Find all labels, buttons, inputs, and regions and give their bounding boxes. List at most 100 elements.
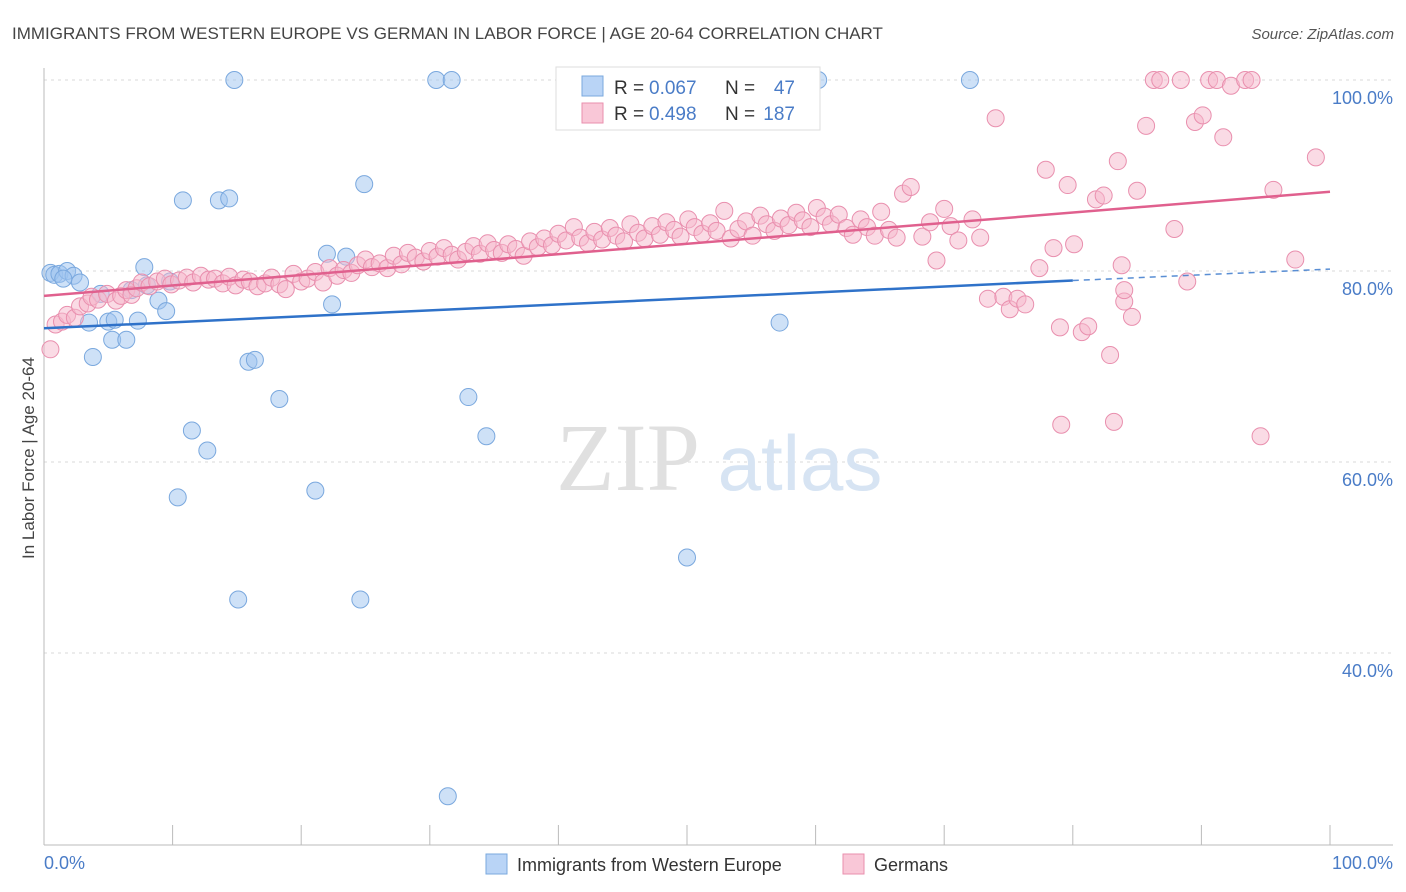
point-series-1-148 bbox=[1108, 152, 1127, 171]
point-series-1-151 bbox=[1137, 116, 1156, 135]
point-series-0-5 bbox=[71, 273, 90, 292]
point-series-0-19 bbox=[427, 71, 446, 89]
legend-r-label-2: R = bbox=[614, 104, 644, 125]
point-series-0-14 bbox=[128, 311, 147, 330]
watermark: ZIP atlas bbox=[556, 404, 882, 511]
point-series-1-128 bbox=[949, 231, 968, 250]
point-series-1-126 bbox=[935, 199, 954, 218]
point-series-0-43 bbox=[770, 313, 789, 332]
trend-line-series-1 bbox=[43, 190, 1331, 298]
trend-line-extension-series-0 bbox=[1072, 268, 1331, 282]
point-series-1-166 bbox=[1286, 250, 1305, 269]
point-series-1-0 bbox=[41, 340, 60, 359]
point-series-0-36 bbox=[477, 427, 496, 446]
point-series-1-168 bbox=[1052, 415, 1071, 434]
bottom-legend-swatch-germans bbox=[842, 853, 865, 875]
y-tick-labels: 100.0% 80.0% 60.0% 40.0% bbox=[1332, 88, 1393, 681]
legend-r-label-1: R = bbox=[614, 78, 644, 99]
point-series-0-29 bbox=[323, 295, 342, 314]
point-series-1-132 bbox=[986, 109, 1005, 128]
point-series-1-144 bbox=[1079, 317, 1098, 336]
legend-swatch-western-europe bbox=[581, 75, 604, 97]
point-series-1-138 bbox=[1036, 160, 1055, 179]
x-tick-min: 0.0% bbox=[44, 853, 85, 873]
point-series-1-141 bbox=[1058, 176, 1077, 195]
point-series-1-154 bbox=[1165, 219, 1184, 238]
point-series-1-167 bbox=[1306, 148, 1325, 167]
legend-r-value-1: 0.067 bbox=[649, 78, 697, 99]
point-series-0-20 bbox=[442, 71, 461, 89]
point-series-1-136 bbox=[1016, 295, 1035, 314]
point-series-1-165 bbox=[1264, 180, 1283, 199]
point-series-1-153 bbox=[1151, 71, 1170, 89]
point-series-0-33 bbox=[459, 388, 478, 407]
point-series-1-171 bbox=[1115, 281, 1134, 300]
point-series-0-23 bbox=[173, 191, 192, 210]
point-series-1-130 bbox=[971, 228, 990, 247]
watermark-zip: ZIP bbox=[556, 404, 700, 511]
point-series-1-137 bbox=[1030, 259, 1049, 278]
point-series-0-39 bbox=[678, 548, 696, 567]
point-series-1-140 bbox=[1050, 318, 1069, 337]
point-series-0-17 bbox=[83, 347, 102, 366]
point-series-1-96 bbox=[715, 201, 734, 220]
point-series-0-40 bbox=[229, 590, 248, 609]
point-series-0-42 bbox=[438, 787, 457, 806]
point-series-1-142 bbox=[1065, 235, 1084, 254]
point-series-1-156 bbox=[1178, 272, 1197, 291]
y-tick-label-2: 60.0% bbox=[1342, 470, 1393, 490]
trend-line-series-0 bbox=[43, 279, 1073, 330]
point-series-1-95 bbox=[707, 221, 726, 240]
point-series-0-10 bbox=[157, 302, 176, 321]
point-series-0-34 bbox=[182, 421, 201, 440]
point-series-0-6 bbox=[54, 269, 73, 288]
watermark-atlas: atlas bbox=[718, 419, 883, 507]
chart-title: IMMIGRANTS FROM WESTERN EUROPE VS GERMAN… bbox=[12, 24, 883, 43]
point-series-0-41 bbox=[351, 590, 370, 609]
y-tick-label-3: 40.0% bbox=[1342, 661, 1393, 681]
point-series-1-118 bbox=[872, 202, 891, 221]
point-series-1-158 bbox=[1193, 106, 1212, 125]
point-series-1-120 bbox=[887, 228, 906, 247]
legend-n-label-1: N = bbox=[725, 78, 755, 99]
point-series-0-8 bbox=[135, 258, 154, 277]
point-series-0-26 bbox=[355, 175, 374, 194]
point-series-0-22 bbox=[960, 71, 979, 89]
bottom-legend-label-germans: Germans bbox=[874, 855, 948, 875]
point-series-1-169 bbox=[1104, 412, 1123, 431]
chart-source: Source: ZipAtlas.com bbox=[1251, 26, 1394, 43]
point-series-0-18 bbox=[225, 71, 244, 89]
x-tick-max: 100.0% bbox=[1332, 853, 1393, 873]
legend-swatch-germans bbox=[581, 102, 604, 124]
point-series-1-155 bbox=[1171, 71, 1190, 89]
point-series-1-161 bbox=[1214, 128, 1233, 147]
point-series-0-16 bbox=[117, 330, 136, 349]
y-tick-label-1: 80.0% bbox=[1342, 279, 1393, 299]
point-series-1-139 bbox=[1044, 239, 1063, 258]
legend-n-value-1: 47 bbox=[774, 78, 795, 99]
point-series-1-108 bbox=[801, 218, 820, 237]
point-series-0-31 bbox=[245, 350, 264, 369]
point-series-0-35 bbox=[198, 441, 217, 460]
legend-r-value-2: 0.498 bbox=[649, 104, 697, 125]
point-series-1-170 bbox=[1251, 427, 1270, 446]
point-series-1-131 bbox=[978, 289, 997, 308]
bottom-legend-label-western-europe: Immigrants from Western Europe bbox=[517, 855, 782, 875]
point-series-1-125 bbox=[927, 251, 946, 270]
point-series-1-150 bbox=[1122, 307, 1141, 326]
point-series-0-37 bbox=[168, 488, 187, 507]
top-legend: R = 0.067 N = 47 R = 0.498 N = 187 bbox=[555, 66, 821, 131]
point-series-1-172 bbox=[1128, 181, 1147, 200]
point-series-1-100 bbox=[743, 226, 762, 245]
point-series-0-38 bbox=[306, 481, 325, 500]
bottom-legend-swatch-western-europe bbox=[485, 853, 508, 875]
point-series-1-124 bbox=[921, 213, 940, 232]
bottom-legend: Immigrants from Western Europe Germans bbox=[485, 853, 948, 875]
point-series-1-173 bbox=[1112, 256, 1131, 275]
trend-lines bbox=[43, 190, 1331, 330]
point-series-1-123 bbox=[913, 227, 932, 246]
legend-n-value-2: 187 bbox=[763, 104, 795, 125]
legend-n-label-2: N = bbox=[725, 104, 755, 125]
y-axis-label: In Labor Force | Age 20-64 bbox=[19, 357, 38, 559]
